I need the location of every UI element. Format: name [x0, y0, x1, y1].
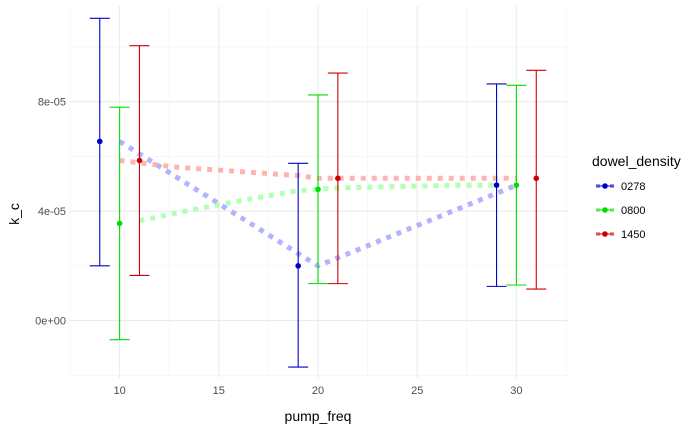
legend-label-0278: 0278	[621, 181, 645, 193]
data-point-1450	[335, 175, 341, 182]
y-tick-label: 4e-05	[38, 206, 66, 218]
data-point-0800	[116, 220, 123, 227]
x-axis-ticks: 10 15 20 25 30	[113, 385, 522, 397]
legend-key-point-0800	[602, 207, 608, 213]
legend-key-point-1450	[602, 231, 608, 237]
trend-line-0800	[138, 182, 497, 224]
legend-items: 0278 0800 1450	[596, 181, 645, 241]
data-points	[96, 138, 540, 269]
y-axis-ticks: 0e+00 4e-05 8e-05	[35, 97, 66, 328]
grid	[69, 6, 568, 378]
legend: dowel_density 0278 0800 1450	[592, 153, 681, 241]
y-tick-label: 0e+00	[35, 316, 66, 328]
x-tick-label: 15	[213, 385, 225, 397]
legend-label-1450: 1450	[621, 229, 645, 241]
data-point-0278	[493, 182, 500, 188]
data-point-0800	[315, 186, 321, 193]
legend-label-0800: 0800	[621, 205, 645, 217]
data-point-0278	[295, 263, 301, 269]
data-point-1450	[533, 175, 540, 182]
data-point-0278	[96, 138, 103, 145]
x-tick-label: 20	[312, 385, 324, 397]
x-tick-label: 25	[411, 385, 423, 397]
y-axis-title: k_c	[6, 203, 22, 225]
data-point-0800	[513, 182, 520, 188]
y-tick-label: 8e-05	[38, 97, 66, 109]
legend-key-point-0278	[602, 183, 608, 189]
x-axis-title: pump_freq	[285, 408, 352, 424]
x-tick-label: 10	[113, 385, 125, 397]
data-point-1450	[136, 157, 143, 164]
legend-title: dowel_density	[592, 153, 681, 169]
x-tick-label: 30	[510, 385, 522, 397]
